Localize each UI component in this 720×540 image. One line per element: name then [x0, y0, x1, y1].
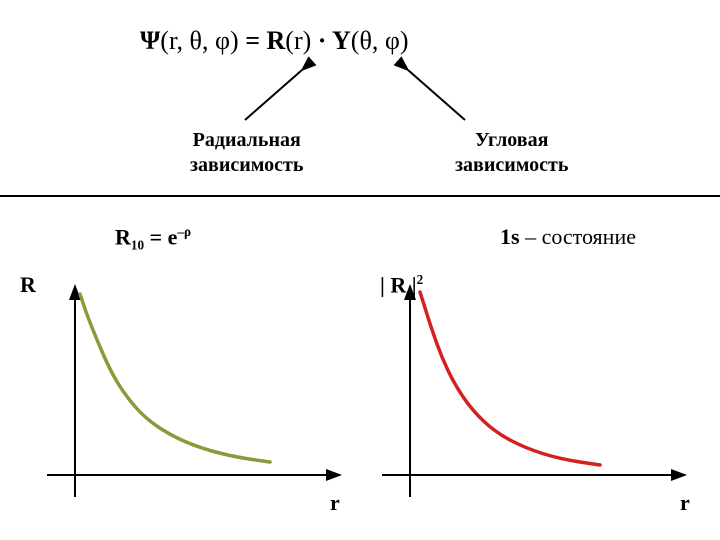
section-divider [0, 195, 720, 197]
equation-arrows [0, 0, 720, 200]
radial-dependence-label: Радиальная зависимость [190, 128, 303, 178]
state-label: 1s – состояние [500, 224, 636, 250]
chart-radial-R2 [360, 280, 695, 510]
chart-radial-R [25, 280, 350, 510]
r10-formula: R10 = e–ρ [115, 224, 191, 254]
angular-dependence-label: Угловая зависимость [455, 128, 568, 178]
